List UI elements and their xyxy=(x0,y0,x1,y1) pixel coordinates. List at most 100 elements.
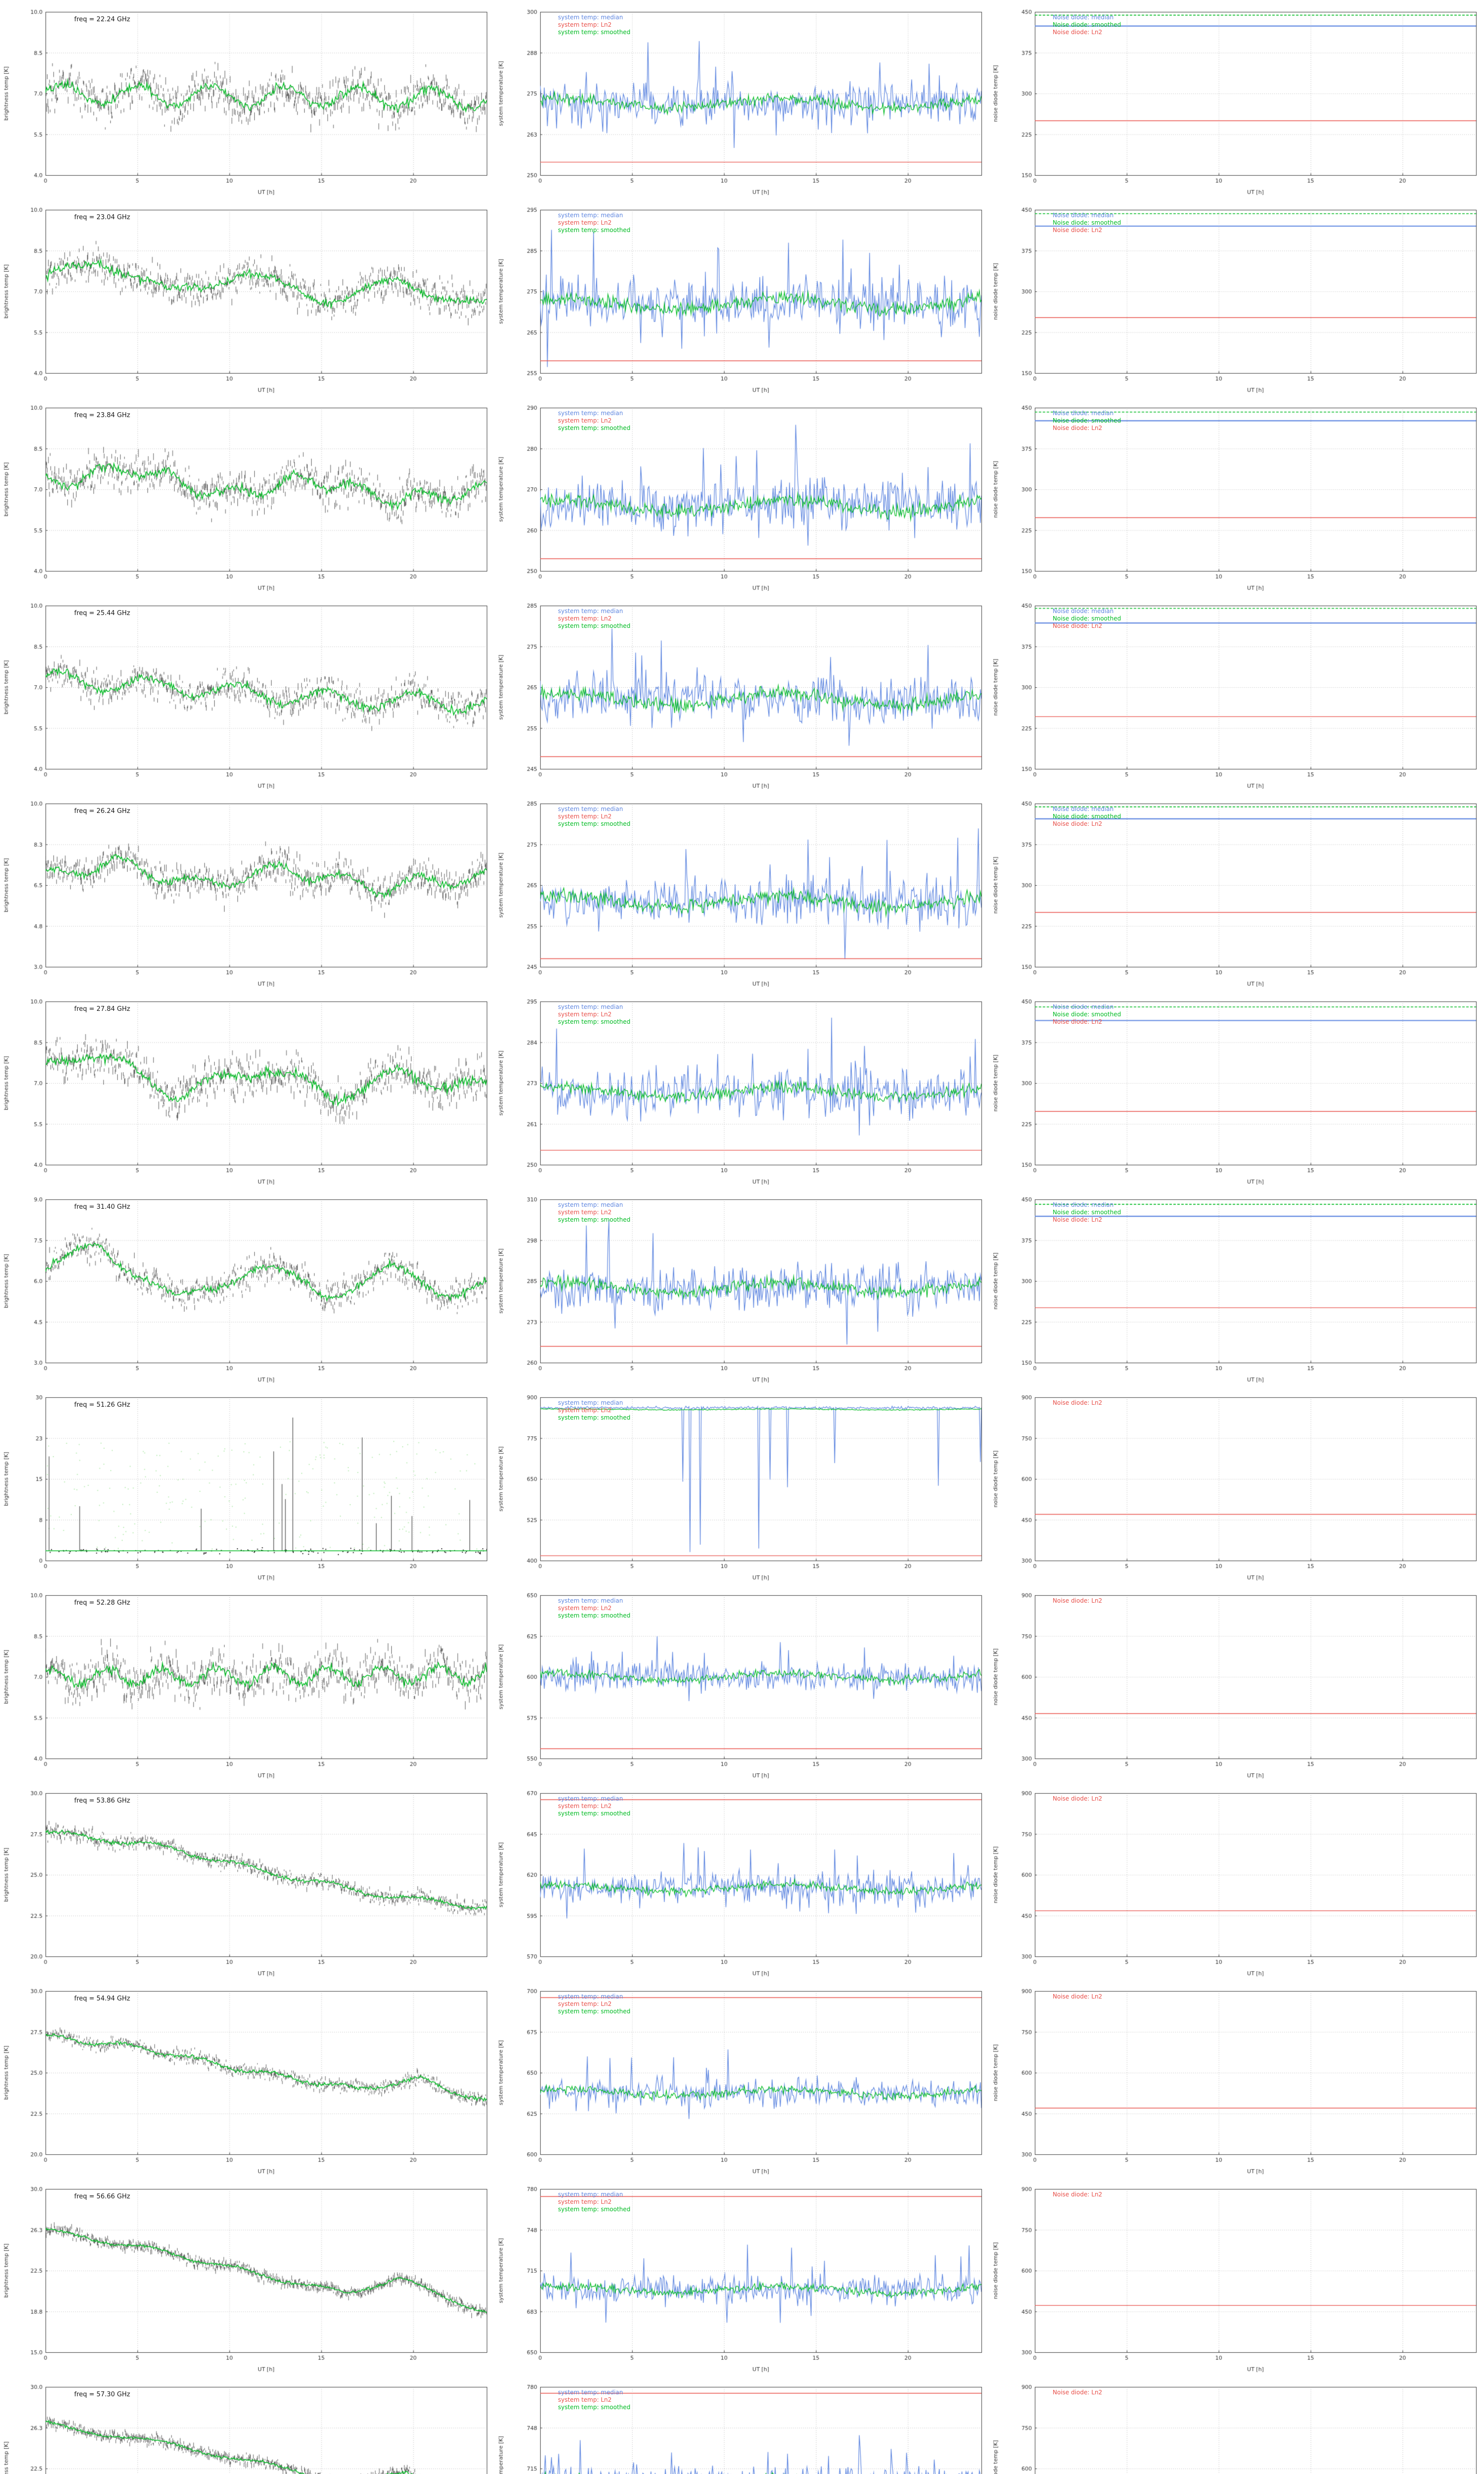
panel-noise-diode: Noise diode: median Noise diode: smoothe… xyxy=(989,990,1484,1188)
legend-system-ln2: system temp: Ln2 xyxy=(558,21,612,28)
noise-diode-legend: Noise diode: median Noise diode: smoothe… xyxy=(1053,212,1121,234)
legend-system-median: system temp: median xyxy=(558,1597,623,1604)
legend-system-median: system temp: median xyxy=(558,410,623,417)
panel-noise-diode: Noise diode: median Noise diode: smoothe… xyxy=(989,396,1484,594)
channel-row: freq = 57.30 GHz system temp: median sys… xyxy=(0,2375,1484,2474)
noise-diode-plot-canvas xyxy=(989,396,1484,594)
channel-row: freq = 27.84 GHz system temp: median sys… xyxy=(0,990,1484,1188)
panel-noise-diode: Noise diode: median Noise diode: smoothe… xyxy=(989,1781,1484,1979)
freq-label: freq = 23.04 GHz xyxy=(74,214,131,221)
freq-label: freq = 25.44 GHz xyxy=(74,610,131,617)
legend-system-ln2: system temp: Ln2 xyxy=(558,1011,612,1018)
brightness-plot-canvas xyxy=(0,594,495,792)
panel-system-temp: system temp: median system temp: Ln2 sys… xyxy=(495,396,989,594)
noise-diode-plot-canvas xyxy=(989,1385,1484,1583)
brightness-plot-canvas xyxy=(0,1188,495,1385)
system-temp-legend: system temp: median system temp: Ln2 sys… xyxy=(558,608,630,630)
legend-system-median: system temp: median xyxy=(558,1003,623,1010)
legend-system-median: system temp: median xyxy=(558,608,623,615)
panel-brightness: freq = 27.84 GHz xyxy=(0,990,495,1188)
system-temp-plot-canvas xyxy=(495,1583,989,1781)
panel-system-temp: system temp: median system temp: Ln2 sys… xyxy=(495,2375,989,2474)
noise-diode-legend: Noise diode: median Noise diode: smoothe… xyxy=(1053,1003,1121,1026)
legend-noise-ln2: Noise diode: Ln2 xyxy=(1053,622,1103,629)
legend-system-median: system temp: median xyxy=(558,212,623,219)
panel-system-temp: system temp: median system temp: Ln2 sys… xyxy=(495,1385,989,1583)
panel-system-temp: system temp: median system temp: Ln2 sys… xyxy=(495,2177,989,2375)
system-temp-plot-canvas xyxy=(495,792,989,990)
system-temp-legend: system temp: median system temp: Ln2 sys… xyxy=(558,1795,630,1817)
noise-diode-legend: Noise diode: median Noise diode: smoothe… xyxy=(1053,1993,1102,2000)
legend-system-ln2: system temp: Ln2 xyxy=(558,1407,612,1414)
system-temp-legend: system temp: median system temp: Ln2 sys… xyxy=(558,1399,630,1422)
legend-noise-smoothed: Noise diode: smoothed xyxy=(1053,1209,1121,1216)
legend-system-ln2: system temp: Ln2 xyxy=(558,1605,612,1612)
legend-noise-smoothed: Noise diode: smoothed xyxy=(1053,21,1121,28)
legend-noise-median: Noise diode: median xyxy=(1053,806,1114,812)
panel-brightness: freq = 26.24 GHz xyxy=(0,792,495,990)
system-temp-plot-canvas xyxy=(495,0,989,198)
legend-system-smoothed: system temp: smoothed xyxy=(558,1216,631,1223)
legend-noise-median: Noise diode: median xyxy=(1053,1003,1114,1010)
legend-noise-median: Noise diode: median xyxy=(1053,14,1114,21)
legend-system-median: system temp: median xyxy=(558,1201,623,1208)
system-temp-legend: system temp: median system temp: Ln2 sys… xyxy=(558,212,630,234)
legend-system-smoothed: system temp: smoothed xyxy=(558,622,631,629)
system-temp-plot-canvas xyxy=(495,396,989,594)
legend-system-smoothed: system temp: smoothed xyxy=(558,29,631,36)
noise-diode-legend: Noise diode: median Noise diode: smoothe… xyxy=(1053,1795,1102,1803)
noise-diode-plot-canvas xyxy=(989,792,1484,990)
legend-noise-ln2: Noise diode: Ln2 xyxy=(1053,29,1103,36)
legend-system-median: system temp: median xyxy=(558,2389,623,2396)
legend-system-smoothed: system temp: smoothed xyxy=(558,1018,631,1025)
system-temp-plot-canvas xyxy=(495,1781,989,1979)
channel-row: freq = 53.86 GHz system temp: median sys… xyxy=(0,1781,1484,1979)
legend-noise-smoothed: Noise diode: smoothed xyxy=(1053,417,1121,424)
legend-system-ln2: system temp: Ln2 xyxy=(558,1803,612,1809)
noise-diode-legend: Noise diode: median Noise diode: smoothe… xyxy=(1053,806,1121,828)
freq-label: freq = 26.24 GHz xyxy=(74,808,131,815)
brightness-plot-canvas xyxy=(0,396,495,594)
panel-noise-diode: Noise diode: median Noise diode: smoothe… xyxy=(989,594,1484,792)
legend-noise-ln2: Noise diode: Ln2 xyxy=(1053,2389,1103,2396)
legend-system-median: system temp: median xyxy=(558,2191,623,2198)
noise-diode-plot-canvas xyxy=(989,198,1484,396)
legend-noise-ln2: Noise diode: Ln2 xyxy=(1053,2191,1103,2198)
freq-label: freq = 22.24 GHz xyxy=(74,16,131,23)
legend-noise-median: Noise diode: median xyxy=(1053,212,1114,219)
legend-noise-smoothed: Noise diode: smoothed xyxy=(1053,219,1121,226)
noise-diode-legend: Noise diode: median Noise diode: smoothe… xyxy=(1053,2389,1102,2396)
brightness-plot-canvas xyxy=(0,0,495,198)
noise-diode-plot-canvas xyxy=(989,2375,1484,2474)
brightness-plot-canvas xyxy=(0,1781,495,1979)
noise-diode-legend: Noise diode: median Noise diode: smoothe… xyxy=(1053,14,1121,36)
noise-diode-legend: Noise diode: median Noise diode: smoothe… xyxy=(1053,608,1121,630)
panel-brightness: freq = 56.66 GHz xyxy=(0,2177,495,2375)
legend-system-ln2: system temp: Ln2 xyxy=(558,813,612,820)
legend-noise-ln2: Noise diode: Ln2 xyxy=(1053,1216,1103,1223)
system-temp-plot-canvas xyxy=(495,990,989,1188)
system-temp-legend: system temp: median system temp: Ln2 sys… xyxy=(558,1201,630,1224)
legend-noise-smoothed: Noise diode: smoothed xyxy=(1053,1011,1121,1018)
legend-system-ln2: system temp: Ln2 xyxy=(558,2000,612,2007)
legend-system-smoothed: system temp: smoothed xyxy=(558,1612,631,1619)
panel-system-temp: system temp: median system temp: Ln2 sys… xyxy=(495,1583,989,1781)
legend-system-median: system temp: median xyxy=(558,806,623,812)
panel-system-temp: system temp: median system temp: Ln2 sys… xyxy=(495,1781,989,1979)
brightness-plot-canvas xyxy=(0,1583,495,1781)
freq-label: freq = 31.40 GHz xyxy=(74,1203,131,1211)
channel-row: freq = 52.28 GHz system temp: median sys… xyxy=(0,1583,1484,1781)
system-temp-legend: system temp: median system temp: Ln2 sys… xyxy=(558,806,630,828)
panel-system-temp: system temp: median system temp: Ln2 sys… xyxy=(495,594,989,792)
legend-noise-ln2: Noise diode: Ln2 xyxy=(1053,1399,1103,1406)
system-temp-legend: system temp: median system temp: Ln2 sys… xyxy=(558,1993,630,2015)
panel-brightness: freq = 57.30 GHz xyxy=(0,2375,495,2474)
panel-system-temp: system temp: median system temp: Ln2 sys… xyxy=(495,990,989,1188)
panel-brightness: freq = 51.26 GHz xyxy=(0,1385,495,1583)
freq-label: freq = 23.84 GHz xyxy=(74,412,131,419)
legend-system-ln2: system temp: Ln2 xyxy=(558,417,612,424)
noise-diode-legend: Noise diode: median Noise diode: smoothe… xyxy=(1053,2191,1102,2198)
legend-system-ln2: system temp: Ln2 xyxy=(558,2396,612,2403)
panel-noise-diode: Noise diode: median Noise diode: smoothe… xyxy=(989,1385,1484,1583)
